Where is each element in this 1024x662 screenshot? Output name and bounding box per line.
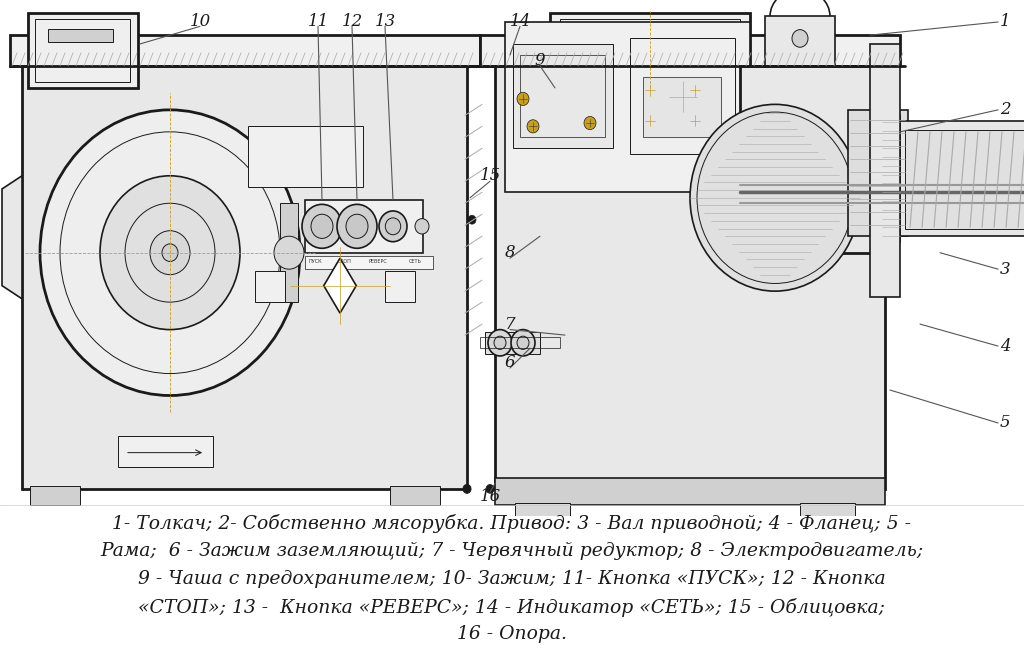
Bar bbox=[305, 200, 423, 253]
Text: «СТОП»; 13 -  Кнопка «РЕВЕРС»; 14 - Индикатор «СЕТЬ»; 15 - Облицовка;: «СТОП»; 13 - Кнопка «РЕВЕРС»; 14 - Индик… bbox=[138, 598, 886, 617]
Polygon shape bbox=[2, 176, 22, 299]
Circle shape bbox=[676, 89, 690, 105]
Circle shape bbox=[346, 214, 368, 238]
Bar bbox=[10, 35, 480, 66]
Circle shape bbox=[527, 120, 539, 133]
Circle shape bbox=[584, 117, 596, 130]
Bar bbox=[905, 130, 1024, 228]
Bar bbox=[305, 256, 433, 269]
Text: 5: 5 bbox=[999, 414, 1011, 432]
Text: 1- Толкач; 2- Собственно мясорубка. Привод: 3 - Вал приводной; 4 - Фланец; 5 -: 1- Толкач; 2- Собственно мясорубка. Прив… bbox=[113, 514, 911, 534]
Bar bbox=[848, 110, 908, 236]
Circle shape bbox=[517, 336, 529, 350]
Circle shape bbox=[463, 485, 471, 493]
Polygon shape bbox=[324, 258, 356, 313]
Bar bbox=[30, 486, 80, 505]
Bar bbox=[495, 478, 885, 505]
Text: 9: 9 bbox=[535, 52, 546, 69]
Bar bbox=[485, 332, 540, 354]
Bar bbox=[643, 77, 721, 137]
Circle shape bbox=[40, 110, 300, 395]
Bar bbox=[280, 203, 298, 302]
Text: Рама;  6 - Зажим заземляющий; 7 - Червячный редуктор; 8 - Электродвигатель;: Рама; 6 - Зажим заземляющий; 7 - Червячн… bbox=[100, 542, 924, 560]
Bar bbox=[515, 503, 570, 516]
Text: ПУСК: ПУСК bbox=[308, 259, 322, 263]
Bar bbox=[48, 28, 113, 42]
Circle shape bbox=[162, 244, 178, 261]
Bar bbox=[118, 436, 213, 467]
Circle shape bbox=[669, 81, 697, 112]
Text: РЕВЕРС: РЕВЕРС bbox=[369, 259, 387, 263]
Circle shape bbox=[302, 205, 342, 248]
Bar bbox=[560, 19, 740, 82]
Text: 12: 12 bbox=[341, 13, 362, 30]
Bar bbox=[385, 271, 415, 302]
Circle shape bbox=[494, 336, 506, 350]
Circle shape bbox=[792, 30, 808, 47]
Text: 9 - Чаша с предохранителем; 10- Зажим; 11- Кнопка «ПУСК»; 12 - Кнопка: 9 - Чаша с предохранителем; 10- Зажим; 1… bbox=[138, 570, 886, 588]
Bar bbox=[22, 60, 467, 489]
Circle shape bbox=[517, 92, 529, 105]
Bar bbox=[550, 13, 750, 88]
Bar bbox=[35, 19, 130, 82]
Text: 8: 8 bbox=[505, 244, 515, 261]
Bar bbox=[882, 115, 900, 242]
Text: 2: 2 bbox=[999, 101, 1011, 118]
Bar bbox=[520, 55, 605, 137]
Text: 1: 1 bbox=[999, 13, 1011, 30]
Text: 13: 13 bbox=[375, 13, 395, 30]
Bar bbox=[505, 22, 750, 192]
Circle shape bbox=[150, 231, 190, 275]
Circle shape bbox=[468, 215, 476, 224]
Text: 15: 15 bbox=[479, 167, 501, 184]
Text: 3: 3 bbox=[999, 261, 1011, 277]
Text: 16 - Опора.: 16 - Опора. bbox=[457, 626, 567, 643]
Circle shape bbox=[274, 236, 304, 269]
Circle shape bbox=[100, 176, 240, 330]
Circle shape bbox=[488, 330, 512, 356]
Bar bbox=[870, 44, 900, 297]
Circle shape bbox=[385, 218, 400, 235]
Circle shape bbox=[379, 211, 407, 242]
Bar bbox=[480, 337, 560, 348]
Text: 7: 7 bbox=[505, 316, 515, 332]
Bar bbox=[513, 44, 613, 148]
Text: СЕТЬ: СЕТЬ bbox=[409, 259, 422, 263]
Text: 4: 4 bbox=[999, 338, 1011, 355]
Text: 6: 6 bbox=[505, 354, 515, 371]
Bar bbox=[390, 486, 440, 505]
Circle shape bbox=[337, 205, 377, 248]
Bar bbox=[495, 60, 885, 489]
Bar bbox=[765, 17, 835, 66]
Bar bbox=[630, 38, 735, 154]
Text: 14: 14 bbox=[509, 13, 530, 30]
Bar bbox=[740, 66, 885, 253]
Bar bbox=[248, 126, 362, 187]
Bar bbox=[28, 13, 138, 88]
Text: 10: 10 bbox=[189, 13, 211, 30]
Text: 11: 11 bbox=[307, 13, 329, 30]
Text: 16: 16 bbox=[479, 488, 501, 505]
Text: СТОП: СТОП bbox=[338, 259, 352, 263]
Bar bbox=[800, 503, 855, 516]
Circle shape bbox=[511, 330, 535, 356]
Circle shape bbox=[486, 485, 494, 493]
Circle shape bbox=[415, 218, 429, 234]
Bar bbox=[885, 121, 1024, 236]
Bar bbox=[255, 271, 285, 302]
Circle shape bbox=[311, 214, 333, 238]
Bar bbox=[480, 35, 900, 66]
Circle shape bbox=[690, 105, 860, 291]
